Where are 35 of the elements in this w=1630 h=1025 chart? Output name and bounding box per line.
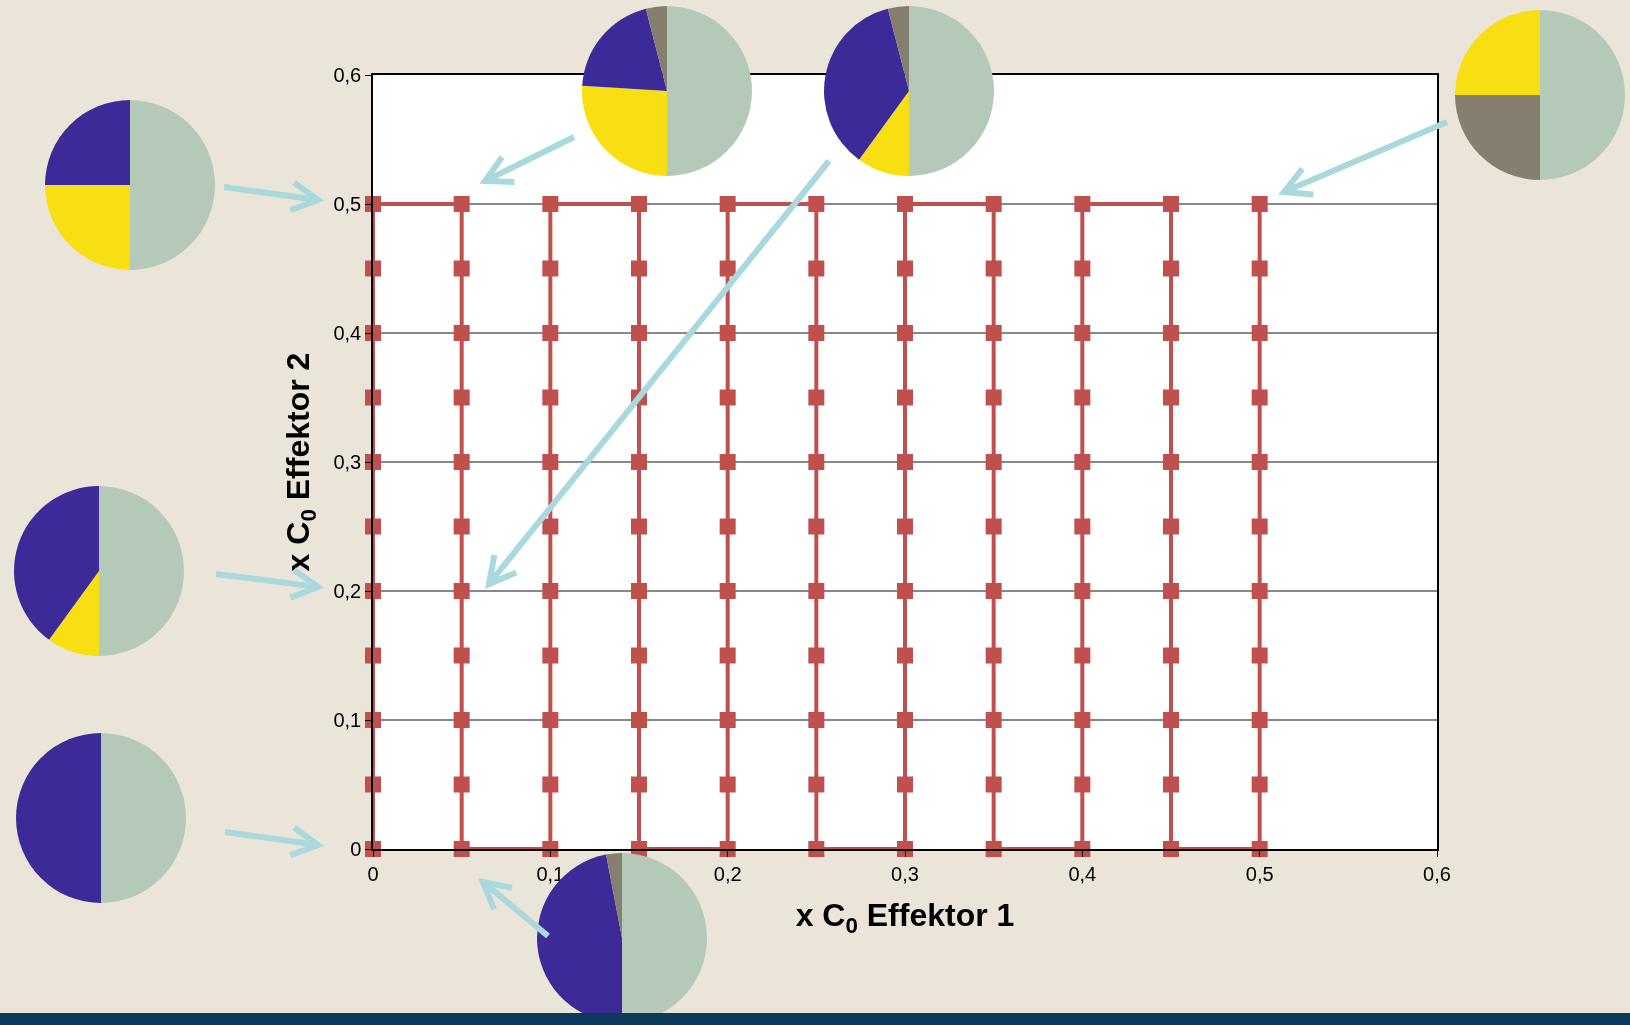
- pie-slice: [582, 8, 667, 91]
- x-tick-label: 0,4: [1068, 862, 1097, 885]
- pie-slice: [824, 8, 909, 160]
- x-tick-label: 0: [367, 862, 379, 885]
- y-tick-label: 0,4: [333, 322, 362, 344]
- pie-slice: [14, 486, 99, 640]
- x-tick-label: 0,5: [1245, 862, 1274, 885]
- y-tick-label: 0: [350, 838, 362, 860]
- pie-slice: [45, 185, 130, 270]
- pie-slice: [667, 6, 752, 176]
- pie-slice: [49, 571, 99, 656]
- pie-slice: [645, 6, 667, 91]
- y-tick-label: 0,6: [333, 64, 362, 86]
- pie-slice: [1455, 95, 1540, 180]
- x-tick-label: 0,6: [1423, 862, 1451, 885]
- pie-slice: [130, 100, 215, 270]
- x-tick-label: 0,2: [713, 862, 742, 885]
- x-axis-title: x C$_{0}$ Effektor 1: [795, 897, 1015, 938]
- y-tick-label: 0,3: [333, 451, 362, 473]
- pie-slice: [99, 486, 184, 656]
- pie-slice: [887, 6, 909, 91]
- pie-slice: [45, 100, 130, 185]
- x-tick-label: 0,3: [891, 862, 919, 885]
- y-tick-label: 0,2: [333, 580, 362, 602]
- pie-slice: [16, 733, 101, 903]
- x-tick-label: 0,1: [536, 862, 565, 885]
- pie-slice: [582, 85, 667, 176]
- y-tick-label: 0,5: [333, 193, 362, 215]
- pie-slice: [1455, 10, 1540, 95]
- y-tick-label: 0,1: [333, 709, 362, 731]
- pie-slice: [606, 853, 622, 938]
- pie-slice: [859, 91, 909, 176]
- pie-slice: [1540, 10, 1625, 180]
- pie-slice: [101, 733, 186, 903]
- pie-slice: [909, 6, 994, 176]
